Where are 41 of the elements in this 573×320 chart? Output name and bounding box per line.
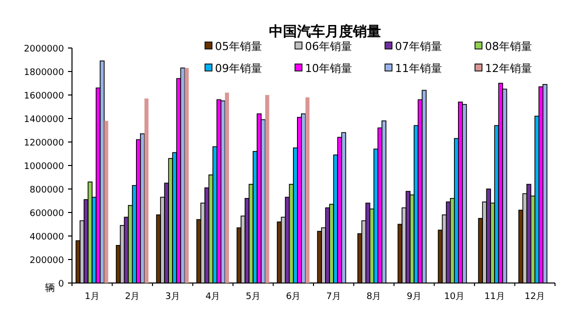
bar [144, 98, 148, 283]
legend-label: 10年销量 [305, 62, 352, 75]
x-tick-label: 5月 [246, 292, 260, 302]
legend-label: 05年销量 [215, 40, 262, 53]
y-tick-label: 1400000 [24, 115, 64, 125]
y-tick-label: 600000 [30, 209, 64, 219]
x-tick-label: 3月 [165, 292, 180, 302]
y-tick-label: 1000000 [24, 162, 64, 172]
y-tick-label: 1800000 [24, 68, 64, 78]
y-tick-label: 800000 [30, 186, 64, 196]
x-tick-label: 4月 [206, 292, 220, 302]
bar [305, 97, 310, 283]
legend-label: 11年销量 [395, 62, 442, 75]
x-tick-label: 6月 [286, 292, 301, 302]
x-tick-label: 9月 [406, 292, 422, 302]
bar [498, 82, 504, 284]
x-tick-label: 10月 [444, 292, 465, 302]
bar [256, 113, 262, 284]
y-tick-label: 0 [58, 280, 64, 290]
bar [104, 120, 108, 283]
legend-label: 08年销量 [485, 40, 532, 53]
legend-label: 09年销量 [215, 62, 262, 75]
x-tick-label: 2月 [125, 292, 140, 302]
x-tick-label: 1月 [84, 292, 100, 302]
y-tick-label: 2000000 [24, 44, 64, 54]
x-tick-label: 7月 [326, 292, 341, 302]
legend-label: 06年销量 [305, 40, 352, 53]
y-tick-label: 1600000 [24, 92, 64, 102]
y-tick-label: 400000 [30, 232, 64, 242]
chart-title: 中国汽车月度销量 [269, 23, 381, 40]
legend-label: 12年销量 [485, 62, 532, 75]
x-tick-label: 8月 [366, 292, 382, 302]
x-tick-label: 11月 [484, 292, 505, 302]
x-tick-label: 12月 [524, 292, 546, 302]
bar [224, 92, 229, 283]
bar [184, 68, 189, 283]
y-tick-label: 1200000 [24, 138, 64, 148]
y-tick-label: 200000 [30, 256, 64, 266]
bar [265, 95, 270, 283]
y-axis-title: 辆 [45, 282, 55, 294]
legend-label: 07年销量 [395, 40, 442, 53]
